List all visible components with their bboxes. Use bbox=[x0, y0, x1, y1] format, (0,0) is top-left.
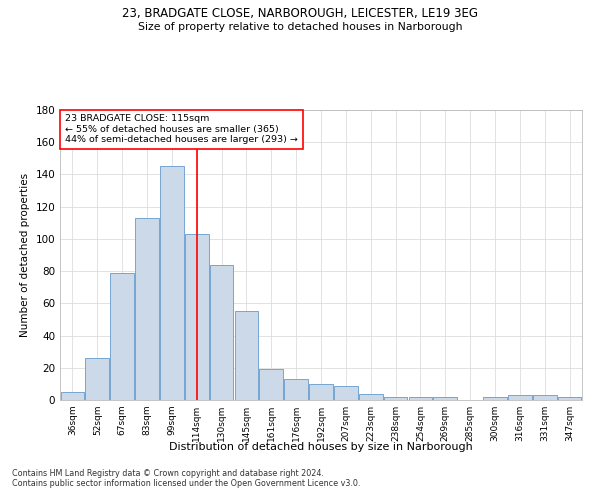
Bar bbox=[85, 358, 109, 400]
Bar bbox=[259, 370, 283, 400]
Text: Contains public sector information licensed under the Open Government Licence v3: Contains public sector information licen… bbox=[12, 478, 361, 488]
Bar bbox=[135, 218, 159, 400]
Bar bbox=[284, 379, 308, 400]
Bar bbox=[160, 166, 184, 400]
Bar bbox=[334, 386, 358, 400]
Text: Distribution of detached houses by size in Narborough: Distribution of detached houses by size … bbox=[169, 442, 473, 452]
Bar bbox=[558, 397, 581, 400]
Bar bbox=[384, 397, 407, 400]
Bar bbox=[508, 395, 532, 400]
Bar bbox=[483, 397, 507, 400]
Bar bbox=[409, 397, 432, 400]
Bar bbox=[235, 312, 258, 400]
Bar bbox=[433, 397, 457, 400]
Bar bbox=[533, 395, 557, 400]
Bar bbox=[185, 234, 209, 400]
Bar bbox=[359, 394, 383, 400]
Text: 23, BRADGATE CLOSE, NARBOROUGH, LEICESTER, LE19 3EG: 23, BRADGATE CLOSE, NARBOROUGH, LEICESTE… bbox=[122, 8, 478, 20]
Bar bbox=[61, 392, 84, 400]
Text: Contains HM Land Registry data © Crown copyright and database right 2024.: Contains HM Land Registry data © Crown c… bbox=[12, 468, 324, 477]
Text: 23 BRADGATE CLOSE: 115sqm
← 55% of detached houses are smaller (365)
44% of semi: 23 BRADGATE CLOSE: 115sqm ← 55% of detac… bbox=[65, 114, 298, 144]
Bar bbox=[309, 384, 333, 400]
Text: Size of property relative to detached houses in Narborough: Size of property relative to detached ho… bbox=[138, 22, 462, 32]
Bar bbox=[110, 272, 134, 400]
Bar bbox=[210, 264, 233, 400]
Y-axis label: Number of detached properties: Number of detached properties bbox=[20, 173, 30, 337]
